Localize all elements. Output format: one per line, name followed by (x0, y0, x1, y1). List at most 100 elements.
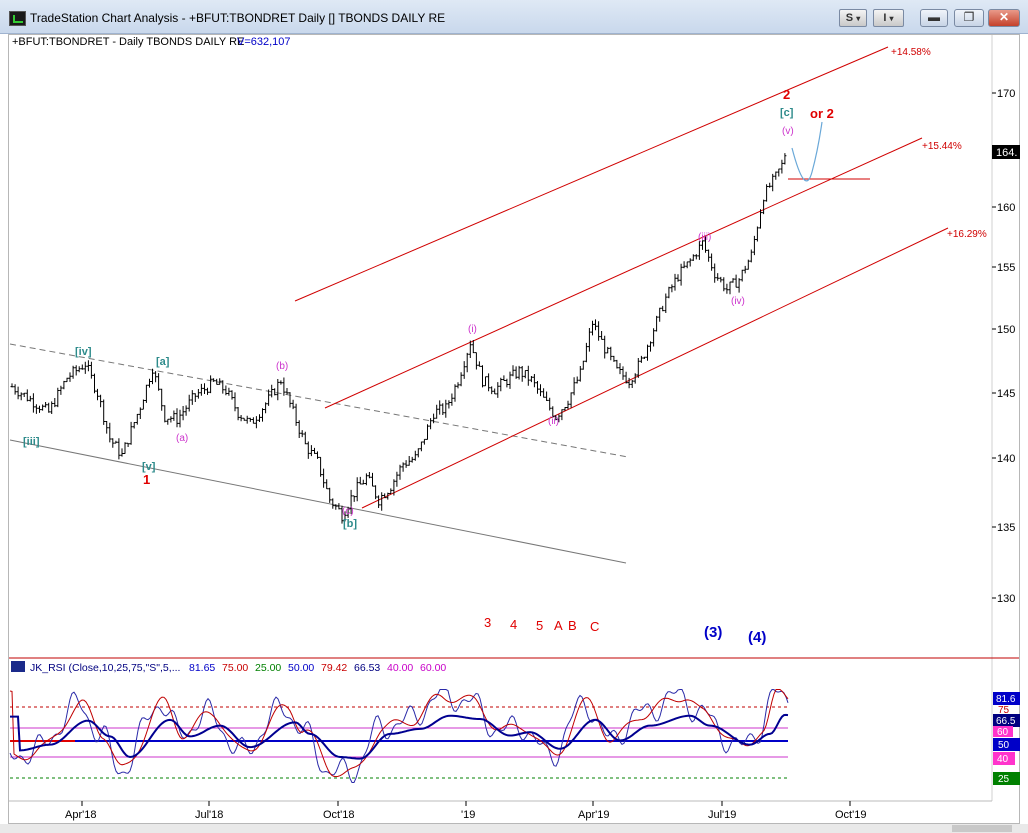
red-channel-middle (324, 137, 923, 409)
price-bar (233, 392, 237, 412)
price-bar (74, 365, 78, 376)
price-bar (419, 441, 423, 452)
price-bar (364, 473, 368, 486)
price-bar (132, 422, 136, 429)
price-bar (371, 472, 374, 487)
wave-label-or-2: or 2 (810, 106, 834, 121)
price-bar (181, 406, 185, 421)
price-bar (258, 414, 261, 422)
wave-label-c-small: (c) (342, 506, 354, 517)
price-bar (661, 305, 665, 312)
price-bar (474, 352, 478, 370)
price-bar (337, 503, 341, 510)
price-bar (144, 384, 148, 403)
close-button[interactable]: ✕ (988, 9, 1020, 27)
i-menu-button[interactable]: I ▾ (873, 9, 904, 27)
price-bar (539, 384, 542, 397)
price-bar (780, 159, 784, 174)
price-bar (47, 402, 51, 413)
price-bar (743, 265, 747, 274)
price-bar (261, 408, 264, 422)
price-bar (328, 487, 332, 503)
price-bar (325, 479, 329, 490)
scrollbar-thumb[interactable] (952, 825, 1012, 832)
price-bar (374, 485, 378, 500)
price-bar (355, 477, 359, 502)
price-bar (199, 383, 203, 396)
price-bar (340, 505, 344, 524)
price-bar (126, 442, 130, 447)
maximize-button[interactable]: ❐ (954, 9, 984, 27)
price-bar (65, 377, 69, 383)
price-bar (386, 492, 390, 500)
price-bar (584, 342, 588, 363)
price-bar (264, 402, 268, 414)
price-bar (627, 377, 631, 389)
price-bar (206, 387, 209, 395)
rsi-fast-line (9, 688, 789, 783)
price-tick-140: 140 (997, 453, 1015, 465)
price-bar (358, 476, 362, 485)
price-bar (633, 373, 637, 384)
bottom-label-3: 3 (484, 615, 491, 630)
price-bar (117, 438, 121, 460)
price-bar (270, 384, 274, 398)
last-price-badge (992, 145, 1020, 159)
price-bar (520, 366, 524, 382)
chart-volume-label: V=632,107 (237, 36, 291, 48)
price-bar (151, 368, 154, 385)
price-bar (416, 448, 420, 458)
price-bar (740, 269, 744, 282)
bottom-label-wave3: (3) (704, 624, 722, 641)
price-bar (319, 456, 323, 477)
rsi-value-8: 60.00 (420, 662, 446, 674)
price-bar (621, 366, 625, 380)
price-bar (334, 504, 338, 510)
price-bar (725, 283, 729, 294)
price-bar (203, 383, 206, 394)
price-bar (444, 399, 448, 418)
price-bar (102, 399, 106, 425)
price-bar (615, 359, 619, 369)
price-bar (646, 344, 649, 361)
price-bar (346, 506, 350, 518)
price-bar (557, 414, 561, 423)
s-menu-button[interactable]: S ▾ (839, 9, 867, 27)
price-bar (667, 286, 671, 299)
window-titlebar: TradeStation Chart Analysis - +BFUT:TBON… (0, 0, 1028, 34)
price-bar (129, 421, 133, 445)
price-bar (765, 184, 769, 202)
price-bar (19, 392, 23, 401)
red-channel-lower (361, 227, 949, 509)
price-bar (343, 511, 347, 522)
wave-label-v-small: (v) (782, 126, 794, 137)
price-bar (105, 421, 109, 434)
price-bar (618, 363, 622, 375)
price-bar (160, 388, 164, 411)
price-bar (331, 498, 335, 509)
price-bar (22, 392, 26, 397)
minimize-button[interactable]: ▬ (920, 9, 948, 27)
price-bar (99, 394, 103, 408)
price-bar (16, 386, 20, 400)
price-bar (273, 388, 277, 396)
rsi-slow-line (10, 713, 789, 760)
wave-label-iv-big: [iv] (75, 346, 92, 358)
price-bar (719, 276, 723, 283)
rsi-value-2: 75.00 (222, 662, 248, 674)
price-bar (575, 376, 579, 384)
price-bar (245, 415, 249, 424)
price-bar (603, 335, 607, 359)
price-bar (481, 365, 484, 388)
price-bar (276, 379, 280, 401)
bottom-label-4: 4 (510, 617, 517, 632)
price-bar (108, 422, 112, 443)
last-price-text: 164. (996, 147, 1017, 159)
price-tick-150: 150 (997, 324, 1015, 336)
horizontal-scrollbar[interactable] (0, 824, 1028, 833)
wave-label-ii-small: (ii) (548, 416, 559, 427)
price-bar (545, 391, 549, 401)
date-tick-jul19: Jul'19 (708, 809, 736, 821)
price-bar (704, 236, 707, 253)
